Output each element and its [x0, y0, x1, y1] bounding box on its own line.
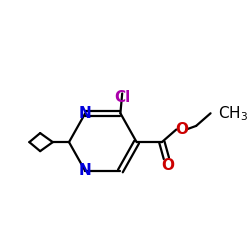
Text: O: O: [175, 122, 188, 137]
Text: Cl: Cl: [114, 90, 130, 104]
Text: N: N: [79, 106, 92, 121]
Text: O: O: [161, 158, 174, 173]
Text: CH$_3$: CH$_3$: [218, 104, 248, 123]
Text: N: N: [79, 164, 92, 178]
